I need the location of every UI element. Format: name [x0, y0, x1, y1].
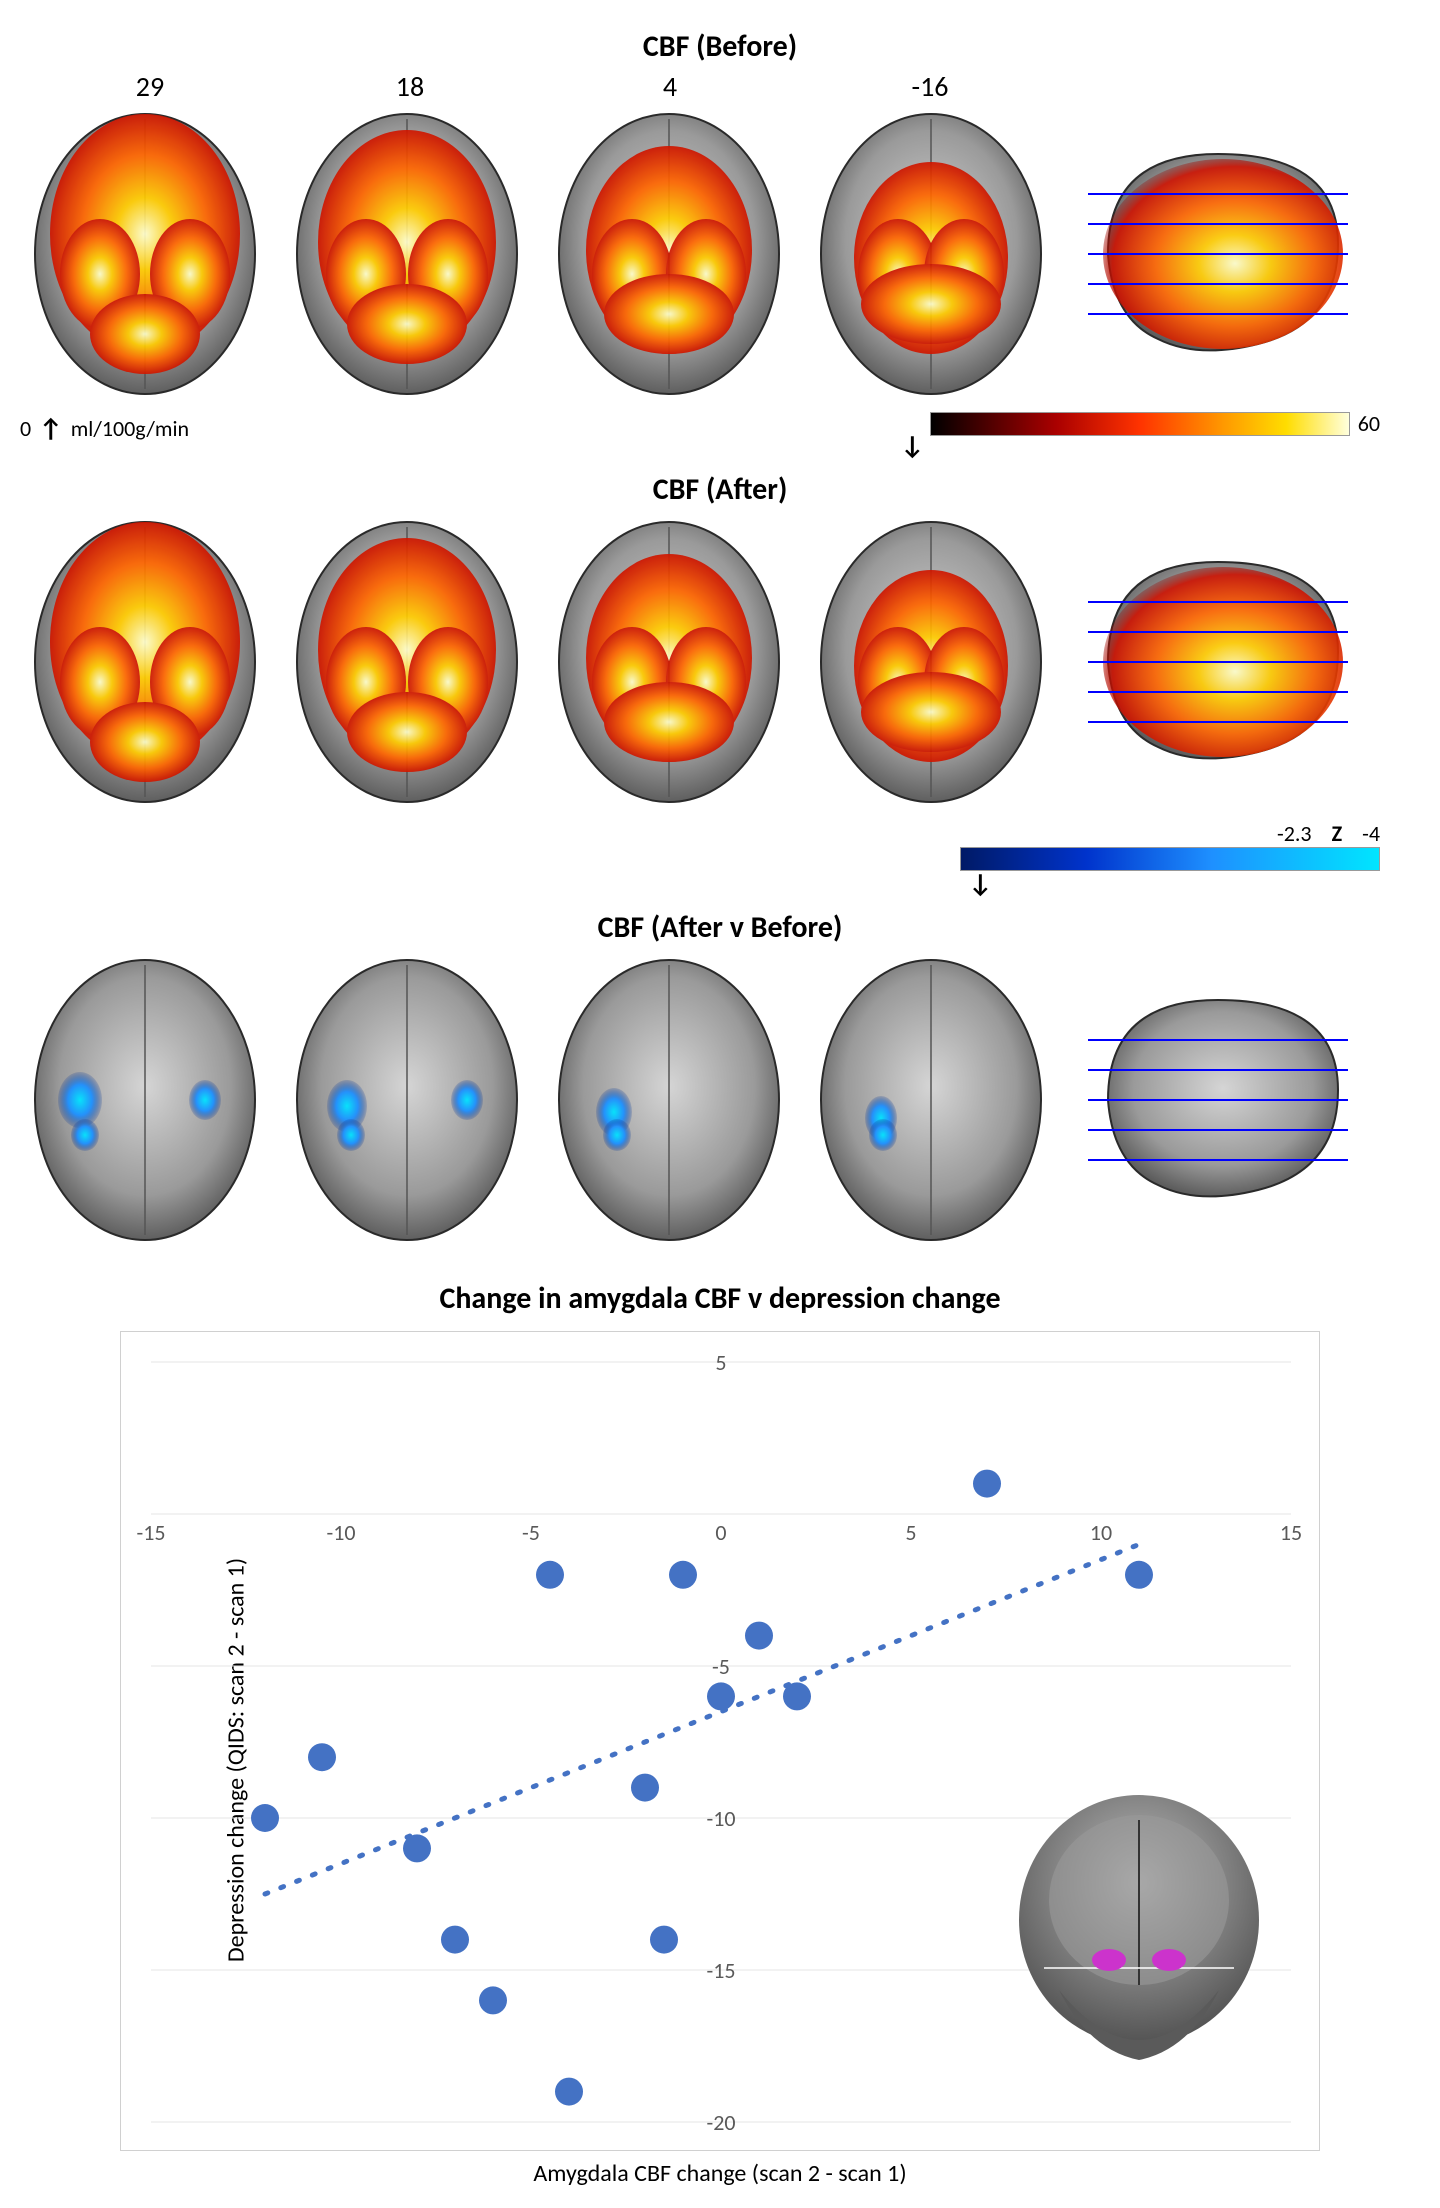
scatter-point: [631, 1774, 659, 1802]
brain-sagittal-reference: [1068, 532, 1368, 792]
scatter-point: [479, 1986, 507, 2014]
scatter-point: [441, 1926, 469, 1954]
scatter-point: [707, 1682, 735, 1710]
slice-z-3: -16: [800, 69, 1060, 104]
brain-axial-slice: [806, 950, 1056, 1250]
hot-colorbar-min: 0: [20, 415, 31, 442]
scatter-point: [403, 1834, 431, 1862]
brain-axial-slice: [806, 104, 1056, 404]
brain-axial-slice: [544, 950, 794, 1250]
z-arrow-down-row: ↓: [20, 867, 1420, 899]
svg-text:5: 5: [715, 1349, 726, 1376]
slice-z-labels: 29 18 4 -16: [20, 69, 1420, 104]
svg-text:-20: -20: [706, 2109, 735, 2136]
hot-colorbar: [930, 412, 1350, 436]
brain-sagittal-reference: [1068, 124, 1368, 384]
brain-sagittal-reference: [1068, 970, 1368, 1230]
arrow-down-icon: ↓: [900, 429, 924, 461]
brain-row-before: [20, 104, 1420, 404]
z-colorbar: [960, 847, 1380, 871]
brain-row-after: [20, 512, 1420, 812]
scatter-x-label: Amygdala CBF change (scan 2 - scan 1): [80, 2159, 1360, 2188]
z-colorbar-row: -2.3 Z -4: [20, 820, 1420, 847]
row-title-diff: CBF (After v Before): [20, 909, 1420, 946]
brain-axial-slice: [282, 950, 532, 1250]
brain-axial-slice: [20, 104, 270, 404]
brain-axial-slice: [20, 950, 270, 1250]
row-title-before: CBF (Before): [20, 28, 1420, 65]
svg-text:0: 0: [715, 1519, 726, 1546]
scatter-point: [669, 1561, 697, 1589]
brain-axial-slice: [20, 512, 270, 812]
scatter-point: [555, 2078, 583, 2106]
scatter-point: [650, 1926, 678, 1954]
scatter-point: [536, 1561, 564, 1589]
slice-z-0: 29: [20, 69, 280, 104]
scatter-point: [745, 1622, 773, 1650]
scatter-point: [251, 1804, 279, 1832]
svg-text:-10: -10: [326, 1519, 355, 1546]
scatter-plot-area: -15 -10 -5 0 5 10 15 -20 -15 -10 -5 5: [120, 1331, 1320, 2151]
brain-axial-slice: [806, 512, 1056, 812]
scatter-point: [783, 1682, 811, 1710]
svg-text:-5: -5: [712, 1653, 730, 1680]
arrow-up-icon: ↑: [39, 412, 63, 444]
hot-colorbar-unit: ml/100g/min: [71, 415, 189, 442]
scatter-panel: Change in amygdala CBF v depression chan…: [20, 1280, 1420, 2188]
brain-axial-slice: [544, 512, 794, 812]
z-arrow-down-icon: ↓: [968, 867, 992, 899]
inset-brain-coronal: [989, 1790, 1289, 2090]
hot-colorbar-max2: 60: [1358, 410, 1380, 437]
brain-axial-slice: [544, 104, 794, 404]
figure-container: CBF (Before) 29 18 4 -16: [20, 28, 1420, 2188]
z-colorbar-max: -4: [1362, 820, 1380, 847]
svg-text:5: 5: [905, 1519, 916, 1546]
scatter-point: [1125, 1561, 1153, 1589]
svg-text:-15: -15: [706, 1957, 735, 1984]
slice-z-2: 4: [540, 69, 800, 104]
brain-axial-slice: [282, 512, 532, 812]
row-title-after: CBF (After): [20, 471, 1420, 508]
scatter-title: Change in amygdala CBF v depression chan…: [20, 1280, 1420, 1317]
svg-text:15: 15: [1280, 1519, 1302, 1546]
amygdala-right-icon: [1152, 1949, 1186, 1971]
brain-axial-slice: [282, 104, 532, 404]
scatter-point: [308, 1743, 336, 1771]
scatter-point: [973, 1470, 1001, 1498]
slice-z-1: 18: [280, 69, 540, 104]
z-colorbar-title: Z: [1332, 820, 1343, 847]
svg-text:-15: -15: [136, 1519, 165, 1546]
svg-text:-10: -10: [706, 1805, 735, 1832]
brain-row-diff: [20, 950, 1420, 1250]
amygdala-left-icon: [1092, 1949, 1126, 1971]
svg-text:-5: -5: [522, 1519, 540, 1546]
z-colorbar-min: -2.3: [1277, 820, 1312, 847]
svg-text:10: 10: [1090, 1519, 1112, 1546]
